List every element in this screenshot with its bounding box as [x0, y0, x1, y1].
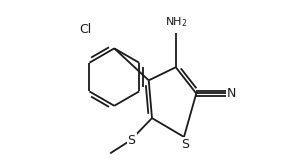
Text: S: S: [181, 138, 189, 151]
Text: N: N: [227, 87, 237, 100]
Text: Cl: Cl: [79, 23, 91, 36]
Text: NH$_2$: NH$_2$: [164, 15, 187, 29]
Text: S: S: [127, 134, 136, 147]
